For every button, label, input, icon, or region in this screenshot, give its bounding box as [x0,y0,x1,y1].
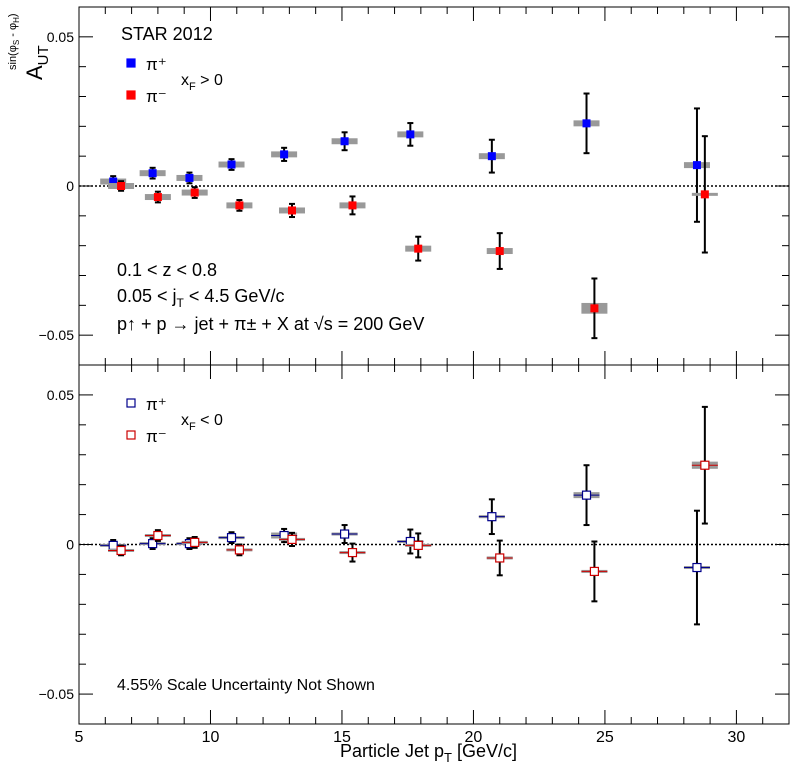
data-point [589,566,600,577]
y-axis-title-superscript: sin(φS - φH) [7,13,21,70]
x-tick-label: 5 [75,729,84,746]
legend-label: π⁺ [146,395,167,414]
legend-label: π⁺ [146,55,167,74]
data-point [108,540,118,550]
data-point [116,545,126,556]
y-tick-label: −0.05 [39,327,75,343]
y-tick-label: −0.05 [39,686,75,702]
data-point [109,177,118,186]
legend-label: π⁻ [146,87,167,106]
x-tick-label: 25 [596,729,614,746]
data-point [190,537,200,548]
data-point [340,137,349,146]
data-point [582,119,591,128]
x-tick-label: 15 [333,729,351,746]
x-tick-label: 30 [728,729,746,746]
y-tick-label: 0 [66,178,74,194]
legend-label: π⁻ [146,427,167,446]
data-point [495,553,505,563]
data-point [692,161,701,170]
data-point [406,130,415,139]
data-point [414,244,423,253]
data-point [153,530,163,541]
data-point [280,150,289,159]
legend-condition: xF > 0 [181,72,223,93]
data-point [287,534,297,545]
data-point [288,206,296,215]
data-point [235,201,244,210]
data-point [413,540,423,550]
y-tick-label: 0.05 [47,29,74,45]
legend-marker [126,398,136,408]
annotation-process: p↑ + p → jet + π± + X at √s = 200 GeV [117,314,424,334]
y-axis-title: AUT sin(φS - φH) [7,13,52,80]
top-panel: 0.05 0 −0.05 STAR 2012 π⁺ π⁻ xF > 0 0.1 < z < 0… [39,6,790,366]
data-point [348,201,357,210]
plot-frame [78,6,790,366]
data-point [227,160,236,169]
bottom-panel: 0.05 0 −0.05 π⁺ π⁻ xF < 0 4.55% Scale Uncertai… [39,364,790,725]
data-point [487,152,496,161]
data-point [148,539,158,549]
data-point [339,529,350,539]
y-axis-title-main: AUT [22,45,52,80]
legend-marker [126,430,136,440]
legend-marker [126,90,136,100]
data-point [700,190,709,199]
data-point [153,193,162,202]
annotation-z-range: 0.1 < z < 0.8 [117,260,217,280]
data-point [226,533,237,543]
y-tick-label: 0.05 [47,387,74,403]
data-point [495,247,504,256]
data-point [590,304,599,313]
x-axis-title: Particle Jet pT [GeV/c] [340,741,517,765]
x-tick-label: 20 [465,729,483,746]
data-point [234,545,245,555]
data-point [692,562,702,573]
data-point [700,460,710,470]
legend-marker [126,58,136,68]
data-point [190,188,199,197]
data-point [148,169,157,178]
data-point [185,173,194,182]
data-point [117,182,126,190]
legend-condition: xF < 0 [181,412,223,433]
data-point [487,512,497,522]
y-tick-label: 0 [66,537,74,553]
x-tick-label: 10 [202,729,220,746]
data-point [347,547,358,558]
annotation-scale-uncertainty: 4.55% Scale Uncertainty Not Shown [117,677,375,694]
data-point [581,490,592,500]
legend-title: STAR 2012 [121,24,213,44]
annotation-jt-range: 0.05 < jT < 4.5 GeV/c [117,286,284,310]
